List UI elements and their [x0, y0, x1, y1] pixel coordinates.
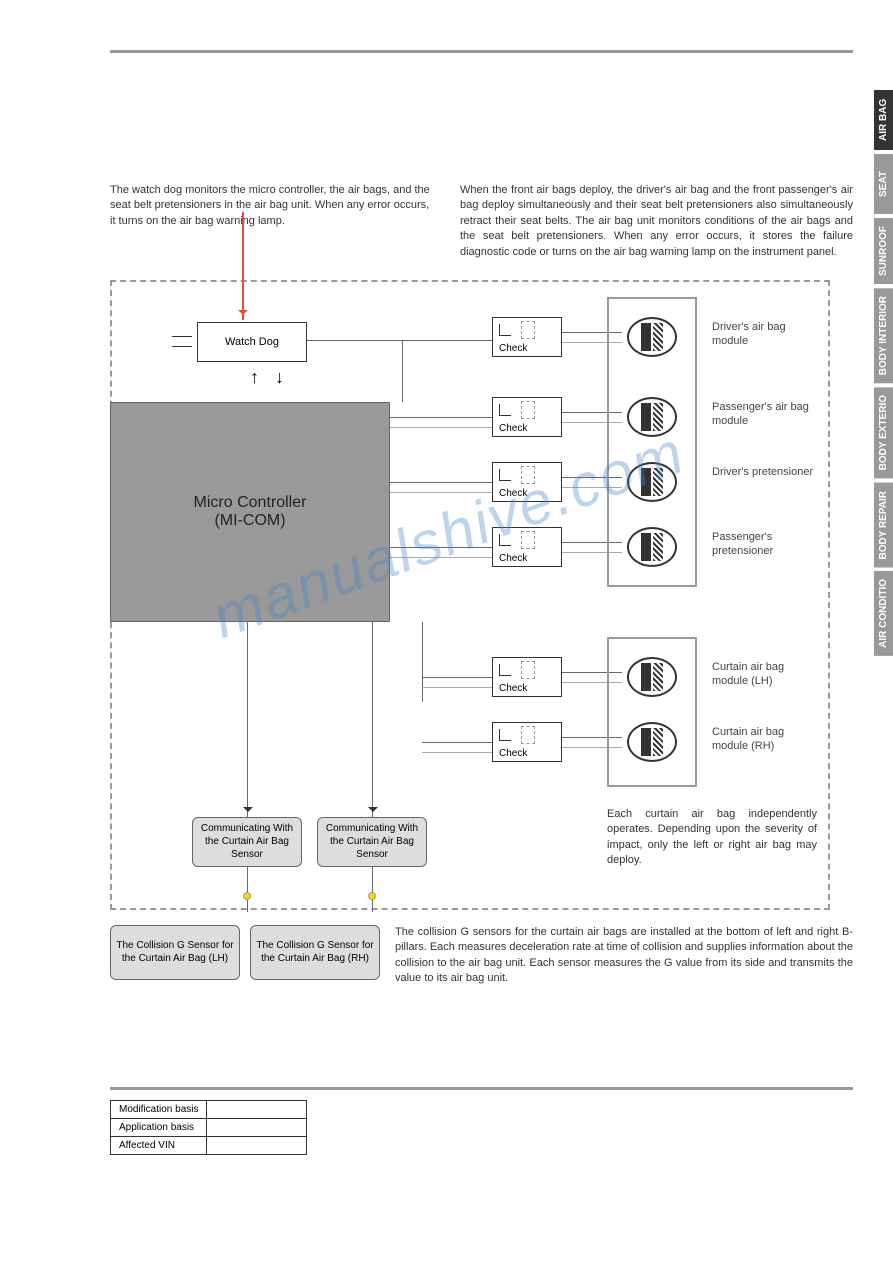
footer-row-label: Affected VIN [111, 1136, 207, 1154]
line [390, 547, 492, 548]
tab-sunroof[interactable]: SUNROOF [874, 218, 893, 284]
module-curtain-lh [627, 657, 677, 697]
footer-row-value [207, 1136, 307, 1154]
line [390, 482, 492, 483]
label-driver-pretensioner: Driver's pretensioner [712, 465, 822, 479]
module-driver-pretensioner [627, 462, 677, 502]
line [372, 622, 373, 817]
line [390, 427, 492, 428]
line [422, 752, 492, 753]
footer-rule [110, 1087, 853, 1090]
yellow-dot-lh [243, 892, 251, 900]
line [422, 677, 492, 678]
check-box-4: Check [492, 527, 562, 567]
check-box-5: Check [492, 657, 562, 697]
sensor-box-lh: The Collision G Sensor for the Curtain A… [110, 925, 240, 980]
mcu-line1: Micro Controller [194, 494, 307, 512]
tab-seat[interactable]: SEAT [874, 154, 893, 214]
line [390, 417, 492, 418]
header-rule [110, 50, 853, 53]
red-arrow [242, 212, 244, 320]
module-passenger-airbag [627, 397, 677, 437]
label-driver-airbag: Driver's air bag module [712, 320, 822, 349]
curtain-note-text: Each curtain air bag independently opera… [607, 807, 817, 869]
micro-controller-box: Micro Controller (MI-COM) [110, 402, 390, 622]
sensor-box-rh: The Collision G Sensor for the Curtain A… [250, 925, 380, 980]
tab-body-exterior[interactable]: BODY EXTERIO [874, 387, 893, 478]
intro-text-right: When the front air bags deploy, the driv… [460, 183, 853, 260]
tab-air-condition[interactable]: AIR CONDITIO [874, 571, 893, 656]
label-passenger-pretensioner: Passenger's pretensioner [712, 530, 822, 559]
footer-row-value [207, 1118, 307, 1136]
line [372, 867, 373, 912]
label-curtain-rh: Curtain air bag module (RH) [712, 725, 822, 754]
line [402, 340, 403, 402]
label-passenger-airbag: Passenger's air bag module [712, 400, 822, 429]
check-box-1: Check [492, 317, 562, 357]
footer-row-label: Modification basis [111, 1100, 207, 1118]
tab-body-repair[interactable]: BODY REPAIR [874, 483, 893, 568]
airbag-diagram: Watch Dog ↑↓ Micro Controller (MI-COM) C… [110, 280, 830, 910]
line [307, 340, 492, 341]
footer-table: Modification basis Application basis Aff… [110, 1100, 307, 1155]
watchdog-arrows: ↑↓ [242, 367, 292, 388]
label-curtain-lh: Curtain air bag module (LH) [712, 660, 822, 689]
check-box-3: Check [492, 462, 562, 502]
line [247, 867, 248, 912]
intro-text-left: The watch dog monitors the micro control… [110, 183, 430, 260]
line [422, 742, 492, 743]
tab-airbag[interactable]: AIR BAG [874, 90, 893, 150]
module-curtain-rh [627, 722, 677, 762]
yellow-dot-rh [368, 892, 376, 900]
comm-box-lh: Communicating With the Curtain Air Bag S… [192, 817, 302, 867]
side-tabs: AIR BAG SEAT SUNROOF BODY INTERIOR BODY … [874, 90, 893, 656]
module-passenger-pretensioner [627, 527, 677, 567]
check-box-6: Check [492, 722, 562, 762]
footer-row-label: Application basis [111, 1118, 207, 1136]
line [422, 622, 423, 702]
line [422, 687, 492, 688]
footer-row-value [207, 1100, 307, 1118]
mcu-line2: (MI-COM) [214, 512, 285, 530]
line [390, 492, 492, 493]
line [390, 557, 492, 558]
tab-body-interior[interactable]: BODY INTERIOR [874, 288, 893, 383]
watchdog-box: Watch Dog [197, 322, 307, 362]
check-box-2: Check [492, 397, 562, 437]
module-driver-airbag [627, 317, 677, 357]
comm-box-rh: Communicating With the Curtain Air Bag S… [317, 817, 427, 867]
bottom-explanation: The collision G sensors for the curtain … [395, 925, 853, 987]
line [247, 622, 248, 817]
watchdog-connector [172, 336, 197, 350]
